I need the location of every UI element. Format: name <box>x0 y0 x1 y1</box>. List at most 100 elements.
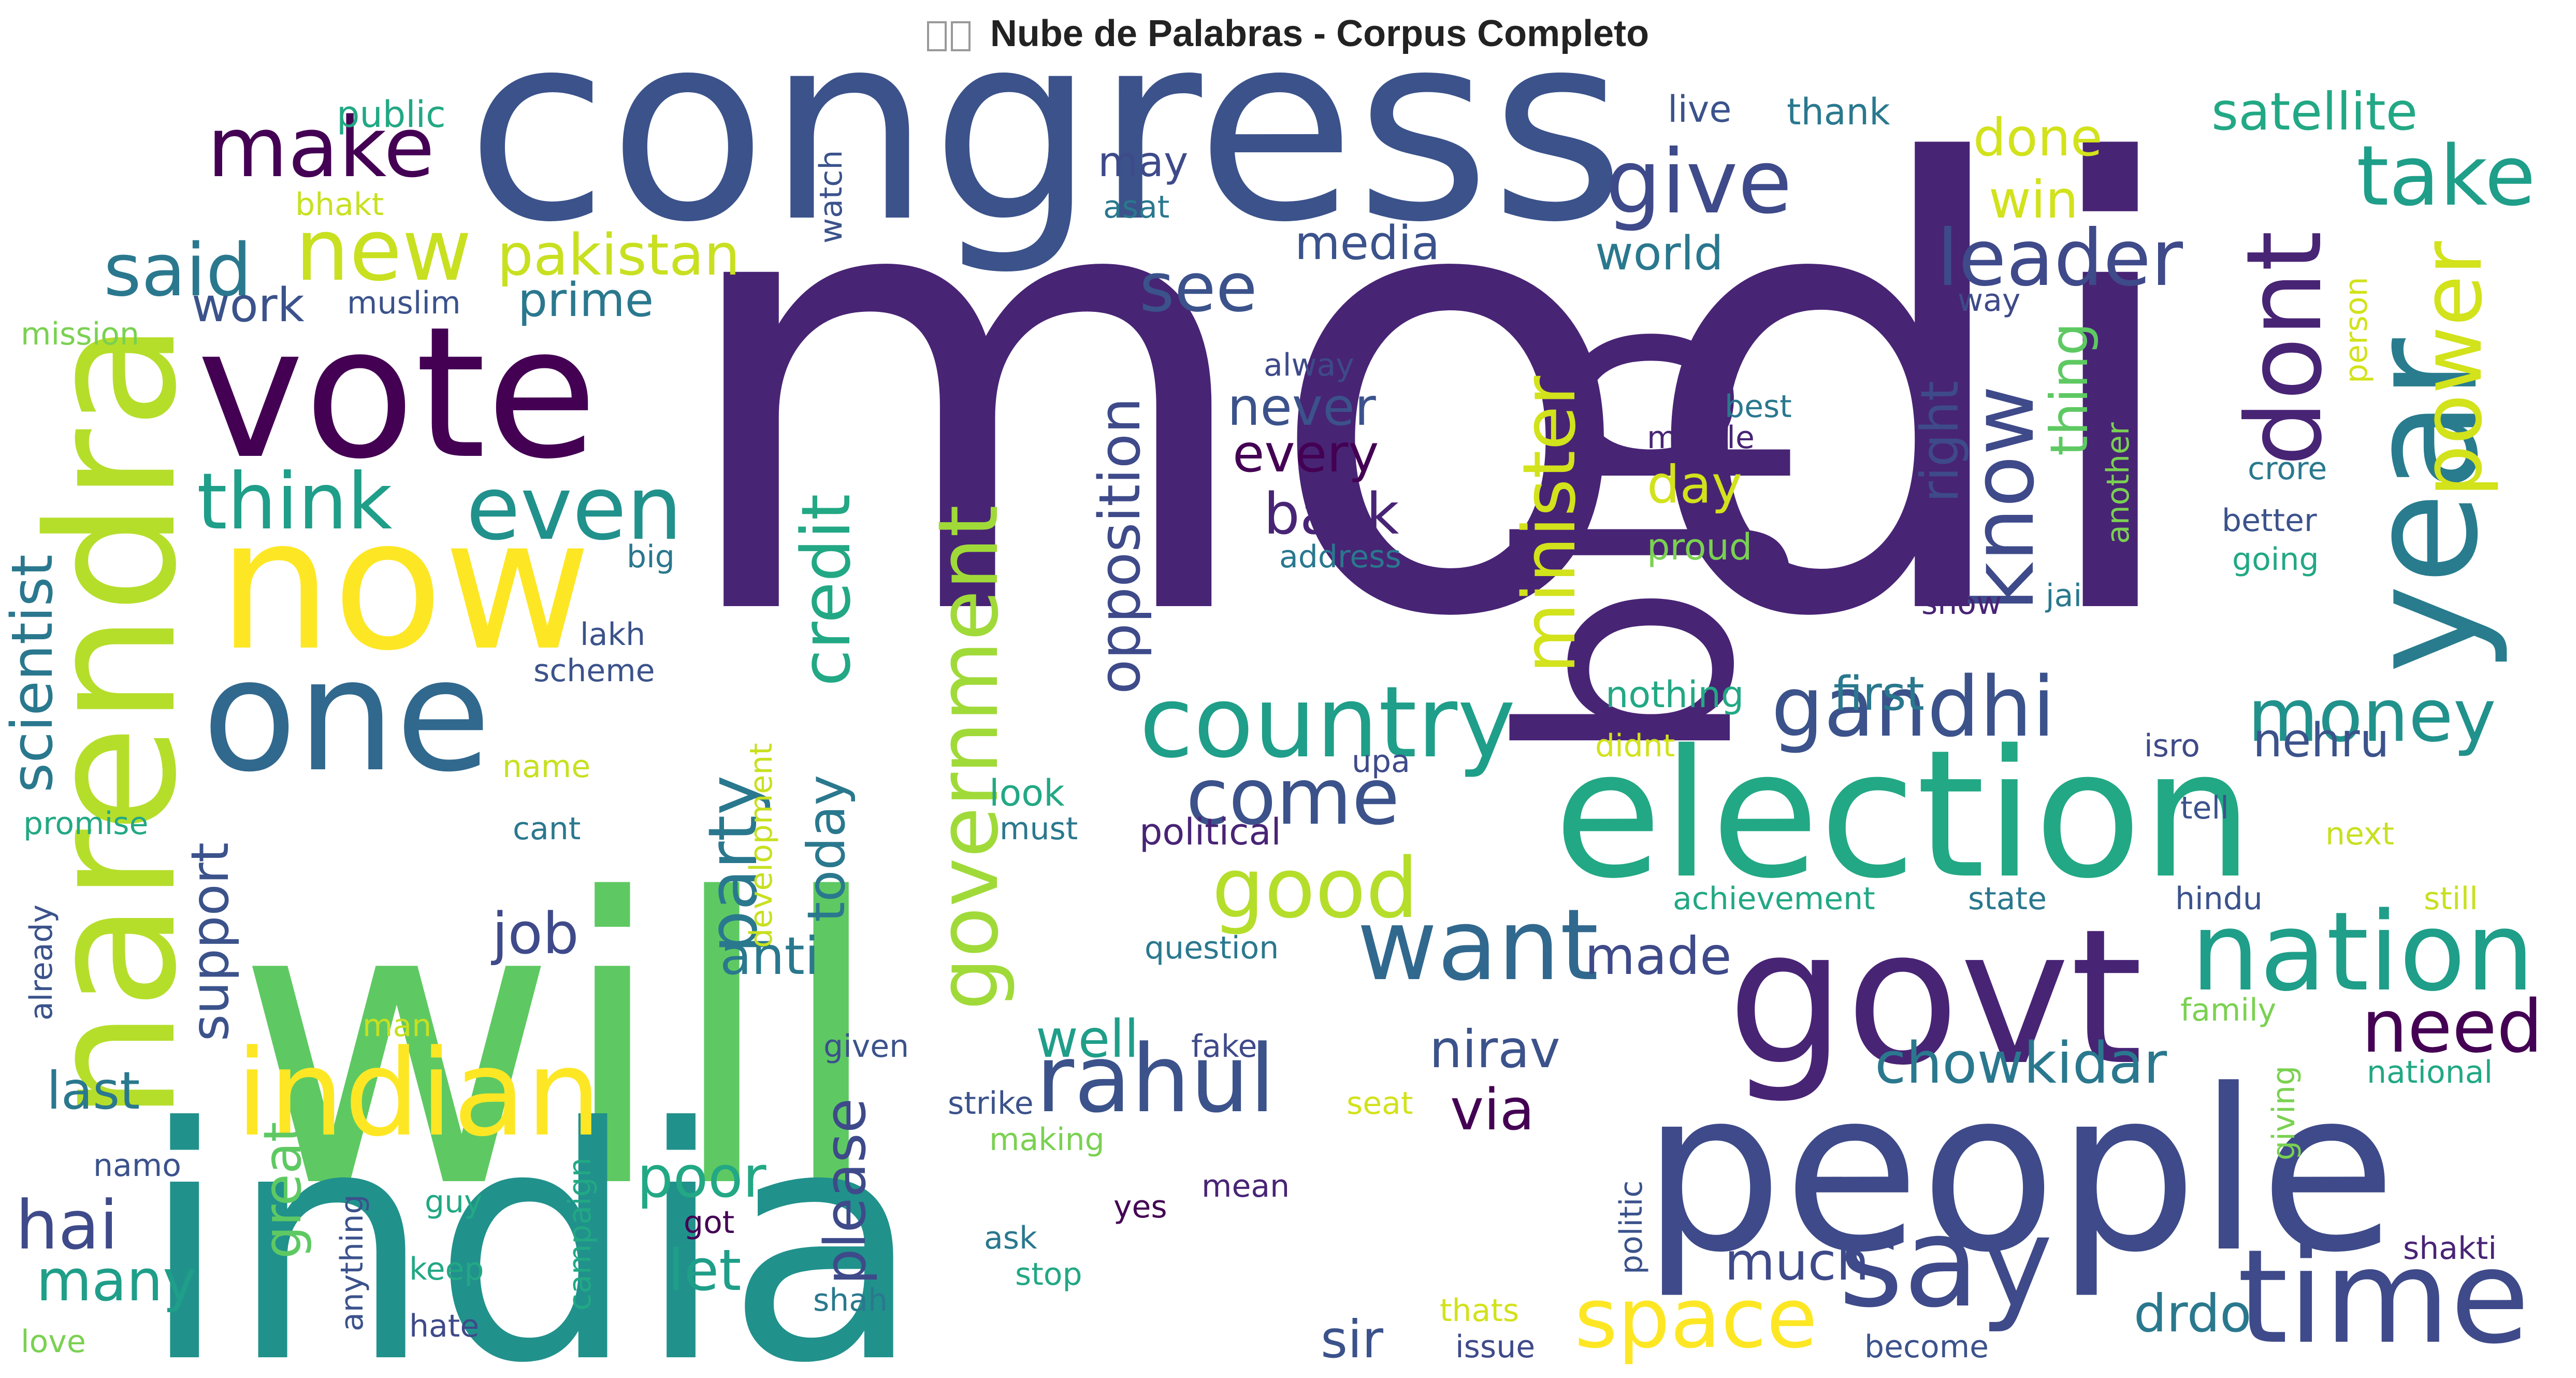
image-icon <box>927 12 975 55</box>
word-state: state <box>1968 881 2047 917</box>
word-think: think <box>197 457 393 547</box>
word-jai: jai <box>2045 578 2082 614</box>
word-campaign: campaign <box>562 1157 598 1311</box>
word-show: show <box>1921 585 2002 622</box>
word-issue: issue <box>1455 1329 1535 1365</box>
word-congress: congress <box>466 0 1625 279</box>
word-one: one <box>202 625 491 806</box>
word-day: day <box>1647 454 1742 515</box>
word-address: address <box>1279 539 1401 575</box>
word-support: support <box>180 842 240 1041</box>
word-poor: poor <box>637 1144 766 1210</box>
word-much: much <box>1725 1231 1869 1292</box>
word-let: let <box>668 1237 741 1303</box>
word-nirav: nirav <box>1429 1019 1560 1080</box>
word-promise: promise <box>23 806 148 842</box>
word-space: space <box>1574 1270 1817 1367</box>
word-sir: sir <box>1321 1309 1384 1370</box>
word-chowkidar: chowkidar <box>1875 1030 2167 1096</box>
word-shah: shah <box>813 1282 888 1318</box>
word-narendra: narendra <box>10 321 215 1122</box>
word-cant: cant <box>513 811 581 847</box>
word-giving: giving <box>2266 1066 2302 1160</box>
word-opposition: opposition <box>1087 397 1153 694</box>
word-win: win <box>1989 169 2078 230</box>
word-love: love <box>21 1324 86 1360</box>
word-may: may <box>1098 138 1188 186</box>
word-now: now <box>218 479 591 691</box>
word-hindu: hindu <box>2175 881 2263 917</box>
word-got: got <box>684 1204 734 1241</box>
word-right: right <box>1909 381 1970 503</box>
word-many: many <box>36 1247 196 1314</box>
word-government: government <box>920 505 1017 1010</box>
word-people: people <box>1642 1042 2397 1301</box>
word-rahul: rahul <box>1036 1025 1275 1133</box>
word-thing: thing <box>2039 323 2100 456</box>
word-see: see <box>1139 248 1257 327</box>
word-nothing: nothing <box>1605 673 1744 716</box>
word-lakh: lakh <box>580 616 645 653</box>
word-going: going <box>2232 541 2319 578</box>
word-ask: ask <box>984 1220 1037 1256</box>
word-yes: yes <box>1113 1189 1167 1225</box>
word-live: live <box>1668 88 1731 131</box>
word-strike: strike <box>948 1085 1034 1122</box>
word-good: good <box>1212 840 1419 937</box>
word-crore: crore <box>2248 451 2327 487</box>
word-job: job <box>491 900 579 967</box>
word-seat: seat <box>1347 1085 1413 1122</box>
word-today: today <box>796 775 857 922</box>
word-big: big <box>627 539 675 575</box>
word-thank: thank <box>1787 91 1890 133</box>
word-drdo: drdo <box>2134 1283 2252 1344</box>
word-family: family <box>2180 992 2276 1028</box>
page-title: Nube de Palabras - Corpus Completo <box>0 0 2576 67</box>
word-first: first <box>1833 667 1924 721</box>
word-money: money <box>2248 674 2496 758</box>
word-isro: isro <box>2144 728 2200 764</box>
word-politic: politic <box>1613 1181 1649 1274</box>
word-political: political <box>1139 811 1281 853</box>
word-way: way <box>1958 282 2020 319</box>
word-year: year <box>2337 337 2511 673</box>
word-watch: watch <box>813 150 849 243</box>
word-hate: hate <box>409 1308 479 1344</box>
word-minister: minister <box>1508 376 1592 673</box>
word-muslim: muslim <box>347 285 461 321</box>
word-nehru: nehru <box>2253 713 2390 768</box>
word-public: public <box>337 93 446 136</box>
word-pakistan: pakistan <box>497 222 740 288</box>
word-take: take <box>2356 127 2536 224</box>
word-govt: govt <box>1727 889 2143 1106</box>
word-party: party <box>693 775 772 953</box>
word-done: done <box>1973 107 2103 168</box>
word-next: next <box>2325 816 2394 852</box>
word-election: election <box>1554 712 2253 917</box>
word-anything: anything <box>334 1194 370 1331</box>
word-last: last <box>47 1060 140 1121</box>
word-man: man <box>363 1008 431 1044</box>
word-already: already <box>23 905 60 1021</box>
word-missile: missile <box>1647 420 1755 456</box>
word-country: country <box>1139 665 1516 780</box>
word-another: another <box>2100 422 2136 544</box>
word-india: india <box>140 1060 922 1378</box>
word-want: want <box>1357 888 1599 1002</box>
word-fake: fake <box>1191 1028 1257 1065</box>
word-hai: hai <box>16 1186 118 1265</box>
word-work: work <box>192 278 305 333</box>
word-shakti: shakti <box>2403 1230 2497 1267</box>
word-asat: asat <box>1103 189 1169 225</box>
word-national: national <box>2367 1054 2493 1090</box>
word-well: well <box>1036 1009 1139 1069</box>
word-keep: keep <box>409 1251 484 1287</box>
word-question: question <box>1145 930 1279 966</box>
word-stop: stop <box>1015 1256 1082 1293</box>
word-mission: mission <box>21 316 139 352</box>
page-title-text: Nube de Palabras - Corpus Completo <box>990 13 1649 54</box>
word-upa: upa <box>1352 743 1410 780</box>
word-dont: dont <box>2224 231 2345 467</box>
word-making: making <box>989 1122 1105 1158</box>
